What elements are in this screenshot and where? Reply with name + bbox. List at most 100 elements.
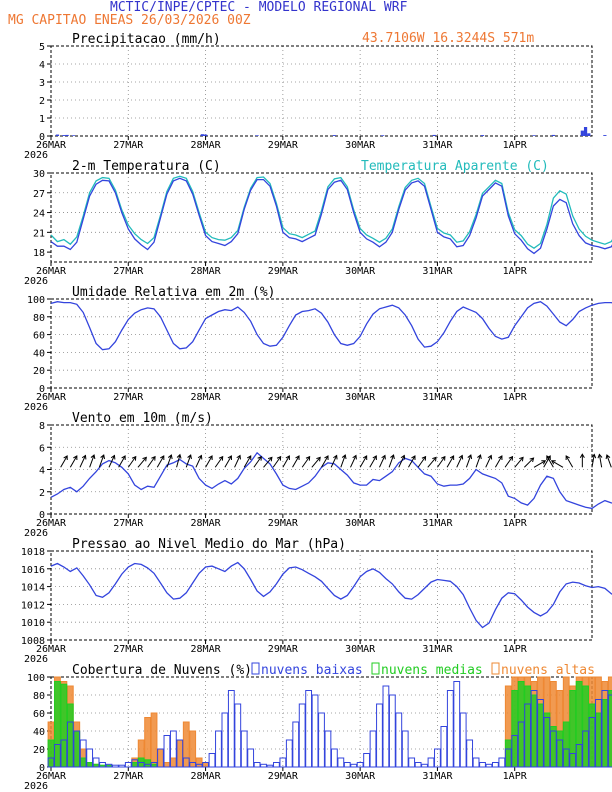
- low-cloud-bar: [208, 753, 216, 768]
- y-tick-label: 40: [33, 348, 45, 359]
- low-cloud-bar: [414, 762, 422, 768]
- mid-cloud-bar: [543, 712, 551, 768]
- wind-barb: [427, 456, 437, 468]
- x-tick-label: 30MAR: [345, 392, 376, 403]
- x-tick-label: 29MAR: [268, 266, 299, 277]
- wind-barb: [524, 457, 534, 468]
- y-tick-label: 3: [39, 78, 45, 89]
- low-cloud-bar: [421, 763, 428, 768]
- wind-barb-head: [208, 455, 213, 461]
- wind-barb-head: [121, 455, 126, 461]
- wind-barb-head: [267, 456, 273, 462]
- wind-barb: [205, 455, 213, 468]
- low-cloud-bar: [60, 739, 68, 768]
- y-tick-label: 0: [39, 132, 45, 143]
- wind-barb-head: [110, 454, 116, 460]
- wind-barb-head: [160, 455, 165, 461]
- low-cloud-bar: [569, 753, 577, 768]
- low-cloud-bar: [221, 712, 229, 768]
- wind-barb-head: [529, 457, 535, 463]
- wind-barb: [166, 454, 172, 468]
- low-cloud-bar: [279, 757, 287, 768]
- wind-barb: [456, 455, 463, 468]
- mid-cloud-bar: [575, 681, 583, 768]
- x-tick-label: 27MAR: [113, 518, 144, 529]
- x-tick-label: 28MAR: [191, 518, 222, 529]
- wind-barb-head: [546, 455, 551, 461]
- wind-barb-head: [541, 460, 547, 465]
- wind-barb: [591, 454, 595, 468]
- y-tick-label: 40: [33, 727, 45, 738]
- x-tick-label: 29MAR: [268, 392, 299, 403]
- low-cloud-bar: [292, 721, 300, 768]
- precip-bar: [532, 135, 536, 136]
- y-tick-label: 6: [39, 443, 45, 454]
- x-tick-label: 31MAR: [422, 392, 453, 403]
- wind-barb: [127, 456, 137, 468]
- low-cloud-bar: [446, 690, 454, 768]
- x-year-label: 2026: [24, 402, 48, 413]
- panel-title: Cobertura de Nuvens (%): [72, 663, 252, 678]
- high-cloud-bar: [157, 748, 164, 768]
- x-tick-label: 26MAR: [36, 392, 67, 403]
- mid-cloud-bar: [524, 685, 531, 768]
- low-cloud-bar: [382, 685, 390, 768]
- wind-barb-head: [372, 455, 377, 461]
- low-cloud-bar: [131, 759, 139, 768]
- wind-barb-head: [411, 455, 416, 461]
- low-cloud-bar: [369, 730, 377, 768]
- low-cloud-bar: [530, 690, 538, 768]
- x-tick-label: 30MAR: [345, 266, 376, 277]
- wind-barb: [79, 455, 86, 468]
- wind-barb: [551, 460, 564, 468]
- wind-barb: [543, 455, 551, 468]
- low-cloud-bar: [395, 712, 403, 768]
- y-tick-label: 60: [33, 709, 45, 720]
- wind-barb: [253, 456, 262, 468]
- wind-barb: [388, 454, 395, 468]
- x-tick-label: 30MAR: [345, 644, 376, 655]
- low-cloud-bar: [504, 748, 512, 768]
- y-tick-label: 4: [39, 466, 45, 477]
- mid-cloud-bar: [54, 681, 61, 768]
- x-tick-label: 1APR: [503, 518, 528, 529]
- precip-bar: [203, 134, 208, 136]
- wind-barb-head: [324, 455, 329, 461]
- low-cloud-bar: [343, 762, 351, 768]
- mid-cloud-bar: [582, 685, 589, 768]
- wind-barb: [504, 456, 513, 468]
- low-cloud-bar: [54, 744, 61, 768]
- temperature-line: [50, 177, 612, 255]
- high-cloud-bar: [182, 721, 190, 768]
- low-cloud-bar: [163, 735, 171, 768]
- x-tick-label: 29MAR: [268, 140, 299, 151]
- low-cloud-bar: [202, 762, 209, 768]
- wind-barb: [147, 456, 156, 468]
- wind-barb-head: [579, 453, 585, 458]
- panel-frame: [50, 298, 593, 389]
- wind-barb: [340, 454, 346, 468]
- wind-barb: [156, 455, 165, 468]
- high-cloud-bar: [176, 739, 184, 768]
- wind-barb: [108, 455, 115, 468]
- low-cloud-bar: [124, 762, 132, 768]
- x-tick-label: 28MAR: [191, 140, 222, 151]
- precip-bar: [587, 133, 591, 136]
- wind-barb-head: [305, 455, 311, 461]
- wind-barb-head: [352, 454, 357, 460]
- wind-barb-head: [257, 455, 262, 461]
- wind-barb: [465, 454, 472, 468]
- page-title: MCTIC/INPE/CPTEC - MODELO REGIONAL WRF: [110, 0, 408, 15]
- x-tick-label: 1APR: [503, 392, 528, 403]
- wind-barb-head: [449, 455, 455, 461]
- wind-barb: [533, 460, 546, 468]
- x-year-label: 2026: [24, 654, 48, 665]
- x-tick-label: 29MAR: [268, 771, 299, 782]
- precip-bar: [551, 134, 555, 136]
- x-tick-label: 1APR: [503, 771, 528, 782]
- low-cloud-bar: [524, 703, 531, 768]
- x-tick-label: 1APR: [503, 644, 528, 655]
- y-tick-label: 1012: [21, 600, 45, 611]
- wind-barb: [417, 456, 426, 468]
- wind-barb-head: [90, 454, 96, 460]
